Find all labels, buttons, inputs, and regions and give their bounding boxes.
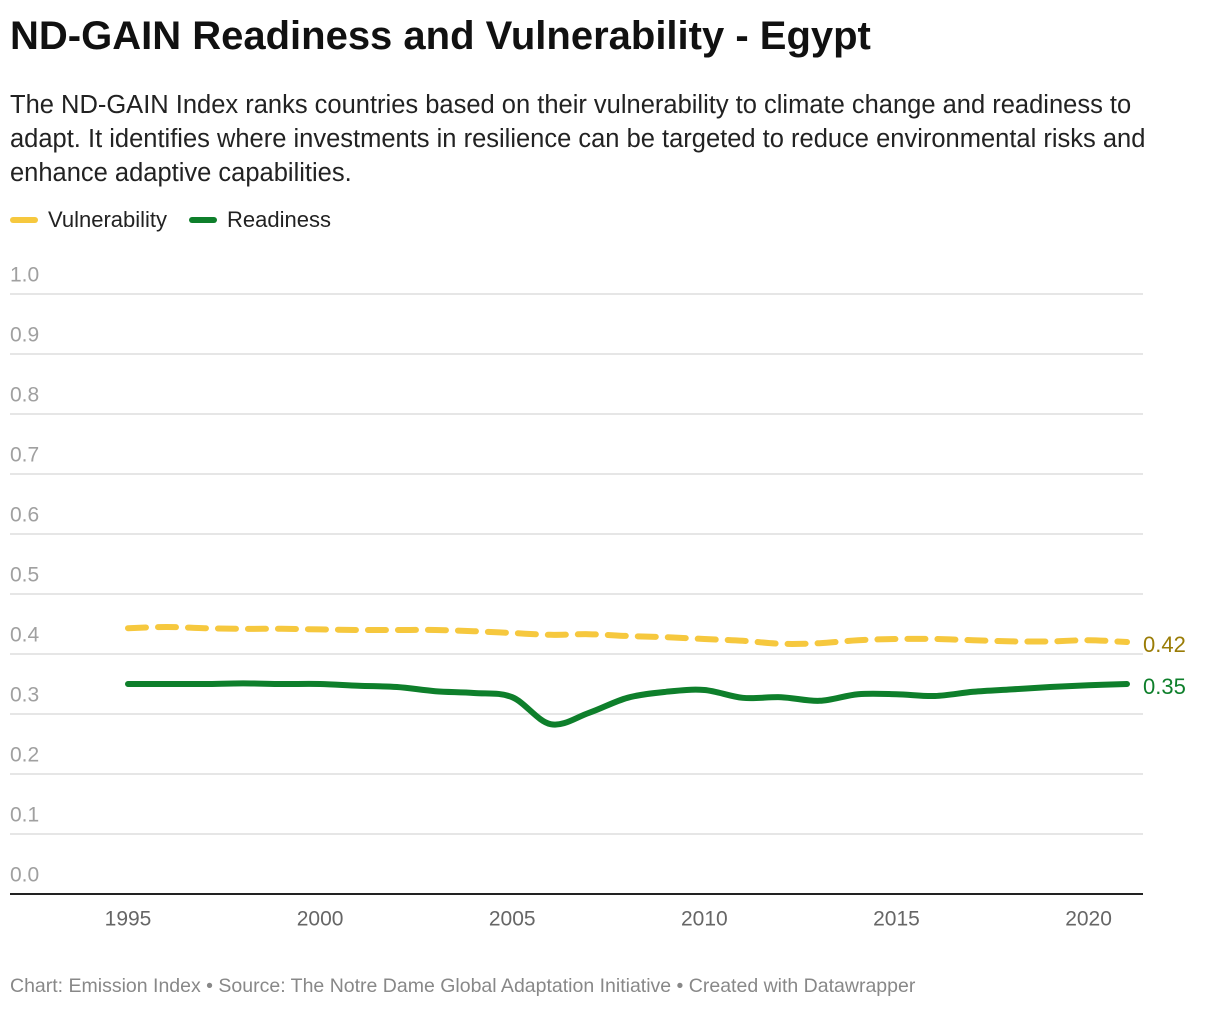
y-tick-label: 0.8: [10, 384, 39, 407]
y-tick-label: 0.7: [10, 444, 39, 467]
chart-subtitle: The ND-GAIN Index ranks countries based …: [10, 91, 1146, 187]
y-tick-label: 0.6: [10, 504, 39, 527]
legend-item: Vulnerability: [10, 207, 167, 233]
legend-item: Readiness: [189, 207, 331, 233]
legend-swatch: [189, 217, 218, 223]
series-line: [125, 680, 1130, 728]
x-tick-label: 1995: [105, 908, 152, 931]
legend-swatch: [10, 217, 38, 223]
end-label: 0.35: [1143, 674, 1186, 699]
y-tick-label: 0.0: [10, 864, 39, 887]
chart-title: ND-GAIN Readiness and Vulnerability - Eg…: [10, 14, 871, 58]
x-tick-label: 2010: [681, 908, 728, 931]
x-tick-label: 2020: [1065, 908, 1112, 931]
y-tick-label: 0.4: [10, 624, 40, 647]
end-label: 0.42: [1143, 632, 1186, 657]
x-tick-label: 2015: [873, 908, 920, 931]
series-line: [125, 624, 1130, 647]
y-tick-label: 0.5: [10, 564, 39, 587]
y-tick-label: 0.2: [10, 744, 39, 767]
footer: Chart: Emission Index • Source: The Notr…: [10, 975, 916, 997]
legend-label: Vulnerability: [48, 207, 168, 232]
legend-label: Readiness: [227, 207, 331, 232]
x-tick-label: 2005: [489, 908, 536, 931]
legend: Vulnerability Readiness: [10, 207, 331, 233]
y-tick-label: 0.3: [10, 684, 39, 707]
header: ND-GAIN Readiness and Vulnerability - Eg…: [10, 12, 1205, 190]
y-tick-label: 1.0: [10, 264, 39, 287]
y-tick-label: 0.1: [10, 804, 39, 827]
x-tick-label: 2000: [297, 908, 344, 931]
y-tick-label: 0.9: [10, 324, 39, 347]
